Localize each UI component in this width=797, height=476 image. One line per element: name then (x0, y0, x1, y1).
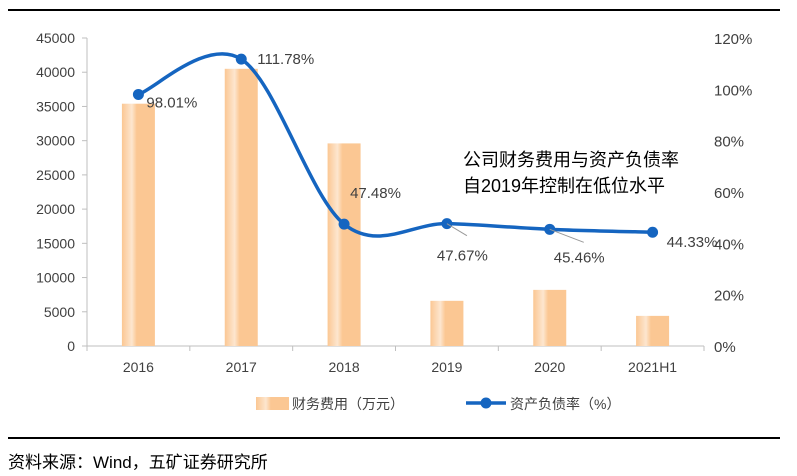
x-tick-label: 2021H1 (628, 359, 677, 375)
right-tick-label: 20% (714, 288, 744, 305)
x-tick-label: 2020 (534, 359, 565, 375)
line-point-2016 (132, 88, 144, 100)
legend-line-marker (480, 397, 492, 409)
annotation-text: 自2019年控制在低位水平 (463, 176, 665, 196)
left-tick-label: 45000 (36, 30, 75, 46)
right-tick-label: 40% (714, 236, 744, 253)
left-tick-label: 15000 (36, 235, 75, 251)
data-label: 47.67% (437, 248, 488, 265)
line-point-2017 (235, 53, 247, 65)
leader-line (446, 223, 468, 237)
right-tick-label: 100% (714, 82, 752, 99)
bar-2016 (121, 103, 155, 346)
left-tick-label: 5000 (44, 304, 75, 320)
right-tick-label: 120% (714, 31, 752, 48)
debt-ratio-line (137, 52, 653, 238)
right-tick-label: 0% (714, 339, 736, 356)
data-label: 45.46% (554, 249, 605, 266)
legend-bar-label: 财务费用（万元） (292, 396, 404, 412)
data-label: 98.01% (146, 94, 197, 111)
legend-bar-swatch (256, 397, 289, 410)
x-tick-label: 2019 (431, 359, 462, 375)
right-tick-label: 80% (714, 134, 744, 151)
x-tick-label: 2017 (226, 359, 257, 375)
line-point-2018 (338, 218, 350, 230)
left-tick-label: 20000 (36, 201, 75, 217)
left-tick-label: 0 (67, 338, 75, 354)
source-note: 资料来源：Wind，五矿证券研究所 (8, 453, 268, 472)
bar-2021H1 (636, 315, 670, 346)
bar-2020 (533, 289, 567, 346)
left-tick-label: 30000 (36, 133, 75, 149)
left-tick-label: 25000 (36, 167, 75, 183)
bottom-rule (8, 437, 780, 439)
bar-2018 (327, 143, 361, 346)
top-rule (8, 9, 780, 11)
annotation-text: 公司财务费用与资产负债率 (463, 150, 679, 170)
data-label: 47.48% (350, 185, 401, 202)
x-tick-label: 2016 (123, 359, 154, 375)
left-tick-label: 40000 (36, 64, 75, 80)
data-label: 111.78% (257, 51, 314, 68)
right-tick-label: 60% (714, 185, 744, 202)
legend-line-label: 资产负债率（%） (510, 396, 620, 412)
data-label: 44.33% (667, 234, 718, 251)
x-tick-label: 2018 (329, 359, 360, 375)
line-point-2021H1 (647, 226, 659, 238)
left-tick-label: 10000 (36, 270, 75, 286)
combo-chart: 0 5000 10000 15000 20000 25000 30000 35000 40000… (36, 30, 752, 412)
left-tick-label: 35000 (36, 98, 75, 114)
bar-2017 (224, 68, 258, 347)
leader-line (549, 228, 584, 243)
bar-2019 (430, 300, 464, 346)
